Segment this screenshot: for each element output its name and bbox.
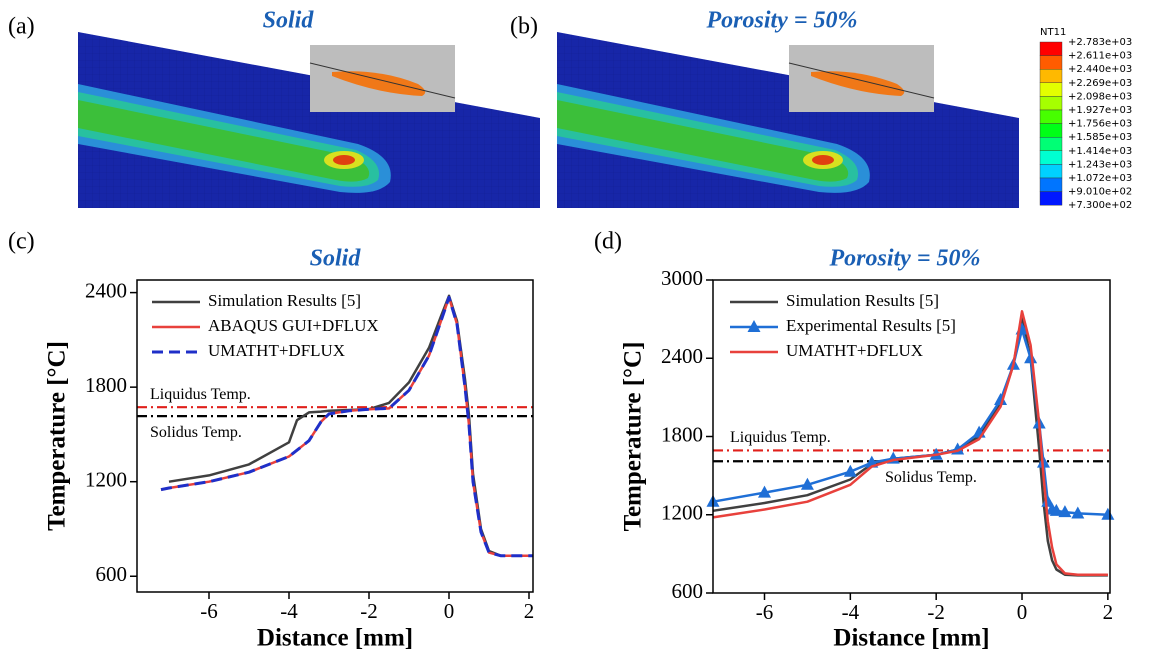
x-axis-label: Distance [mm]	[257, 625, 413, 652]
x-tick-label: -4	[842, 600, 860, 624]
colorbar-band	[1040, 96, 1062, 110]
x-tick-label: 0	[1017, 600, 1028, 624]
colorbar-band	[1040, 56, 1062, 70]
colorbar-band	[1040, 192, 1062, 206]
colorbar-band	[1040, 110, 1062, 124]
x-tick-label: 2	[1103, 600, 1114, 624]
colorbar-label: +2.783e+03	[1068, 37, 1132, 48]
x-tick-label: -2	[927, 600, 945, 624]
reference-label: Liquidus Temp.	[730, 429, 831, 446]
y-tick-label: 3000	[661, 266, 703, 290]
reference-label: Solidus Temp.	[885, 469, 977, 486]
legend-label: ABAQUS GUI+DFLUX	[208, 316, 379, 335]
y-tick-label: 1800	[85, 373, 127, 397]
y-tick-label: 1200	[661, 501, 703, 525]
legend-label: UMATHT+DFLUX	[786, 341, 923, 360]
y-tick-label: 600	[672, 579, 704, 603]
colorbar-label: +2.269e+03	[1068, 78, 1132, 89]
legend-label: Simulation Results [5]	[786, 291, 939, 310]
x-tick-label: 0	[444, 599, 455, 623]
reference-label: Liquidus Temp.	[150, 386, 251, 403]
colorbar-band	[1040, 124, 1062, 138]
colorbar-label: +1.585e+03	[1068, 132, 1132, 143]
colorbar-label: +1.243e+03	[1068, 159, 1132, 170]
panel-label: (b)	[510, 14, 538, 40]
y-tick-label: 2400	[85, 278, 127, 302]
colorbar-label: +1.414e+03	[1068, 146, 1132, 157]
colorbar-label: +9.010e+02	[1068, 187, 1132, 198]
colorbar-title: NT11	[1040, 27, 1066, 38]
panel-label: (c)	[8, 229, 35, 255]
colorbar-band	[1040, 83, 1062, 97]
colorbar-label: +2.611e+03	[1068, 51, 1132, 62]
panel-label: (d)	[594, 229, 622, 255]
x-tick-label: -4	[280, 599, 298, 623]
fem-contour-a	[78, 32, 540, 208]
y-tick-label: 600	[96, 562, 128, 586]
colorbar-band	[1040, 69, 1062, 83]
y-tick-label: 1800	[661, 422, 703, 446]
x-axis-label: Distance [mm]	[833, 625, 989, 652]
image-title: Solid	[263, 8, 315, 34]
colorbar-label: +2.098e+03	[1068, 91, 1132, 102]
x-tick-label: 2	[524, 599, 535, 623]
panel-label: (a)	[8, 14, 35, 40]
legend-label: Experimental Results [5]	[786, 316, 956, 335]
reference-label: Solidus Temp.	[150, 424, 242, 441]
y-tick-label: 1200	[85, 468, 127, 492]
y-tick-label: 2400	[661, 344, 703, 368]
colorbar-band	[1040, 178, 1062, 192]
fem-contour-b	[557, 32, 1019, 208]
colorbar-band	[1040, 42, 1062, 56]
colorbar-band	[1040, 164, 1062, 178]
colorbar-label: +2.440e+03	[1068, 64, 1132, 75]
y-axis-label: Temperature [°C]	[44, 341, 71, 531]
colorbar-label: +7.300e+02	[1068, 200, 1132, 211]
x-tick-label: -6	[756, 600, 774, 624]
colorbar-label: +1.072e+03	[1068, 173, 1132, 184]
y-axis-label: Temperature [°C]	[620, 342, 647, 532]
chart-title: Solid	[310, 246, 362, 272]
image-title: Porosity = 50%	[706, 8, 858, 34]
x-tick-label: -2	[360, 599, 378, 623]
x-tick-label: -6	[200, 599, 218, 623]
colorbar-band	[1040, 151, 1062, 165]
figure: (a) Solid (b) Porosity = 50% NT11 +2.783…	[0, 0, 1168, 661]
colorbar-band	[1040, 137, 1062, 151]
legend-label: Simulation Results [5]	[208, 291, 361, 310]
legend-label: UMATHT+DFLUX	[208, 341, 345, 360]
colorbar-label: +1.756e+03	[1068, 119, 1132, 130]
chart-title: Porosity = 50%	[829, 246, 981, 272]
colorbar-label: +1.927e+03	[1068, 105, 1132, 116]
